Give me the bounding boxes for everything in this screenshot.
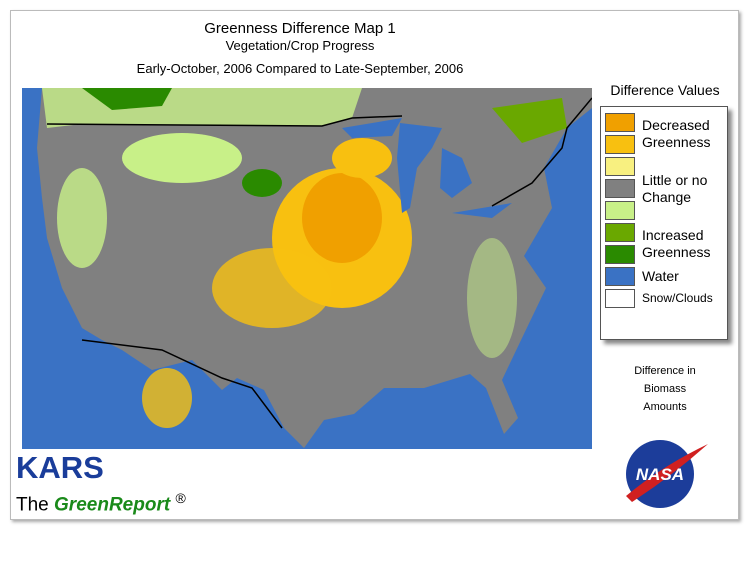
- logo: NASA: [626, 440, 708, 508]
- legend-swatch: [605, 223, 635, 242]
- border: [46, 97, 592, 429]
- legend-title: Difference Values: [610, 82, 720, 98]
- lake: [342, 118, 402, 138]
- lake: [397, 123, 442, 213]
- legend-label: Snow/Clouds: [642, 291, 713, 305]
- brand: KARS: [16, 450, 104, 485]
- green-area: [242, 169, 282, 197]
- green-area: [467, 238, 517, 358]
- legend-swatch: [605, 267, 635, 286]
- registered: ®: [175, 490, 186, 506]
- logo-text: NASA: [636, 465, 684, 484]
- logo-swoosh: [626, 444, 708, 502]
- legend-label: Increased Greenness: [642, 226, 711, 260]
- legend-label: Water: [642, 268, 679, 284]
- period: Early-October, 2006 Compared to Late-Sep…: [136, 61, 464, 76]
- subtitle: Vegetation/Crop Progress: [225, 38, 375, 53]
- legend-swatch: [605, 245, 635, 264]
- title: Greenness Difference Map 1: [204, 20, 396, 37]
- note-text: Difference in Biomass Amounts: [634, 365, 696, 413]
- orange-area: [302, 173, 382, 263]
- green-area: [122, 133, 242, 183]
- map: [22, 88, 592, 449]
- green-area: [492, 98, 567, 143]
- legend-swatch: [605, 201, 635, 220]
- lake: [452, 203, 512, 218]
- legend-swatch: [605, 157, 635, 176]
- legend-swatch: [605, 113, 635, 132]
- legend-label: Decreased Greenness: [642, 116, 711, 150]
- legend-note: Difference in Biomass Amounts: [600, 362, 730, 416]
- legend-label: Little or no Change: [642, 171, 708, 205]
- yellow-area: [142, 368, 192, 428]
- prefix: The: [16, 494, 49, 516]
- legend-swatch: [605, 179, 635, 198]
- lake: [440, 148, 472, 198]
- legend: Decreased Greenness Little or no Change In…: [600, 106, 728, 340]
- yellow-area: [332, 138, 392, 178]
- legend-swatch: [605, 289, 635, 308]
- product-line: The GreenReport ®: [16, 490, 186, 516]
- canada: [42, 88, 362, 128]
- green-area: [82, 88, 172, 110]
- product: GreenReport: [54, 494, 171, 516]
- legend-swatch: [605, 135, 635, 154]
- green-area: [57, 168, 107, 268]
- yellow-area: [212, 248, 332, 328]
